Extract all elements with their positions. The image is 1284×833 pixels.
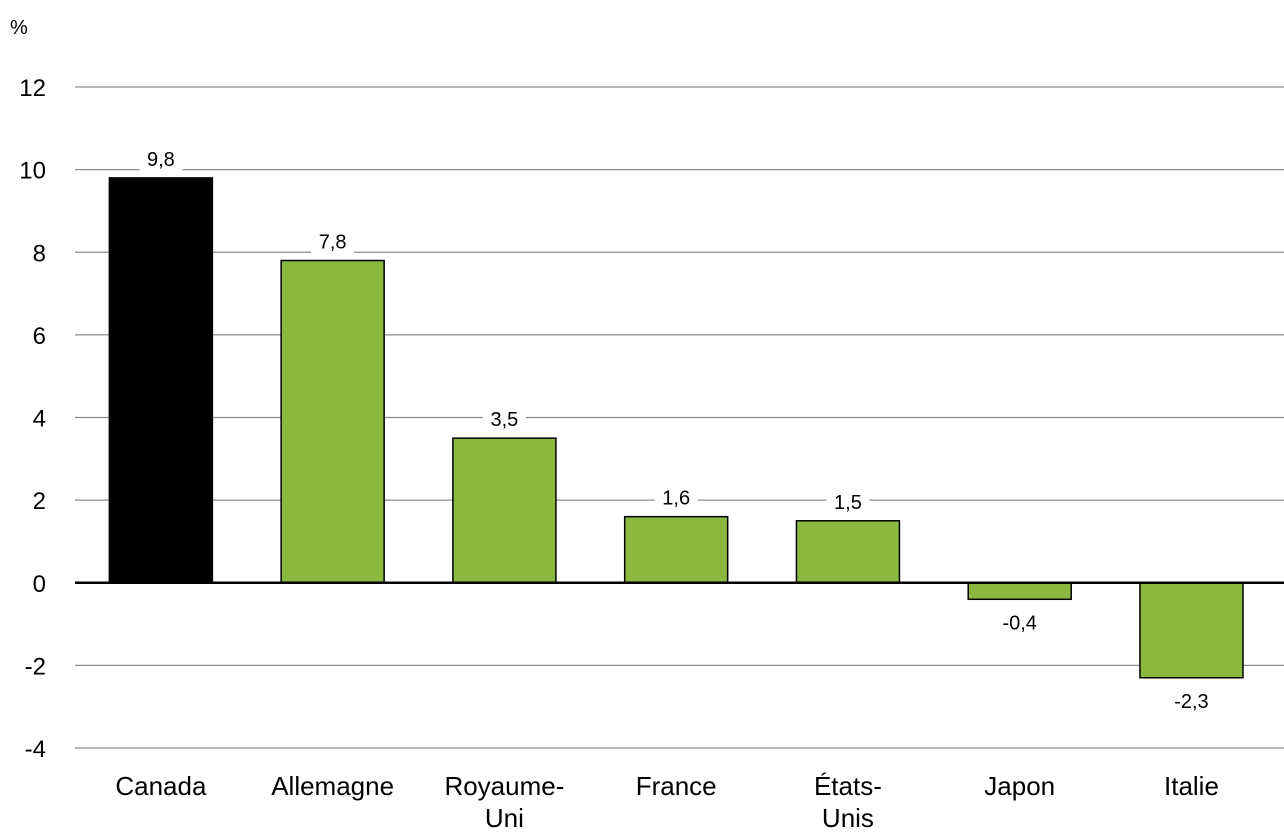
y-tick-label: 2 xyxy=(33,488,46,515)
data-label: 1,6 xyxy=(662,488,690,510)
x-category-label-line: Italie xyxy=(1164,771,1219,801)
bar xyxy=(623,515,729,584)
bar xyxy=(280,259,385,584)
y-tick-label: 4 xyxy=(33,406,46,433)
data-label-background xyxy=(826,489,870,514)
x-category-label: États-Unis xyxy=(814,771,882,833)
data-label: -2,3 xyxy=(1174,691,1208,713)
bar xyxy=(108,177,214,584)
data-label-background xyxy=(992,610,1047,635)
x-category-label: Royaume-Uni xyxy=(444,771,564,833)
data-label-background xyxy=(482,407,526,432)
x-category-label: Japon xyxy=(984,771,1055,801)
data-label-background xyxy=(1164,688,1219,713)
bar xyxy=(1139,582,1244,679)
y-tick-label: -4 xyxy=(25,736,46,763)
x-category-label-line: Uni xyxy=(485,803,524,833)
x-category-label: Canada xyxy=(115,771,207,801)
bars xyxy=(108,177,1244,679)
y-tick-label: 10 xyxy=(19,158,46,185)
x-category-label-line: France xyxy=(636,771,717,801)
x-category-label-line: Canada xyxy=(115,771,207,801)
y-axis-unit-label: % xyxy=(10,17,28,39)
data-label: 3,5 xyxy=(491,409,519,431)
data-label-background xyxy=(139,146,183,171)
x-category-label: Allemagne xyxy=(271,771,394,801)
data-label: 7,8 xyxy=(319,232,347,254)
bar xyxy=(452,437,557,584)
bar xyxy=(967,582,1072,601)
data-label: 1,5 xyxy=(834,492,862,514)
bar xyxy=(795,520,901,584)
data-label-background xyxy=(311,229,355,254)
y-tick-label: 6 xyxy=(33,323,46,350)
x-category-label-line: Unis xyxy=(822,803,874,833)
y-tick-label: 8 xyxy=(33,240,46,267)
y-tick-label: 0 xyxy=(33,571,46,598)
y-tick-label: -2 xyxy=(25,653,46,680)
gridlines xyxy=(75,86,1284,749)
x-category-label-line: Royaume- xyxy=(444,771,564,801)
x-category-label-line: États- xyxy=(814,771,882,801)
y-axis-tick-labels: 12 10 8 6 4 2 0 -2 -4 xyxy=(19,75,46,763)
x-category-label-line: Allemagne xyxy=(271,771,394,801)
y-tick-label: 12 xyxy=(19,75,46,102)
x-category-label-line: Japon xyxy=(984,771,1055,801)
x-category-label: France xyxy=(636,771,717,801)
data-label: -0,4 xyxy=(1002,612,1036,634)
data-label-background xyxy=(654,485,698,510)
data-labels: 9,8 7,8 3,5 1,6 1,5 -0,4 -2,3 xyxy=(139,146,1219,713)
data-label: 9,8 xyxy=(147,149,175,171)
x-category-label: Italie xyxy=(1164,771,1219,801)
